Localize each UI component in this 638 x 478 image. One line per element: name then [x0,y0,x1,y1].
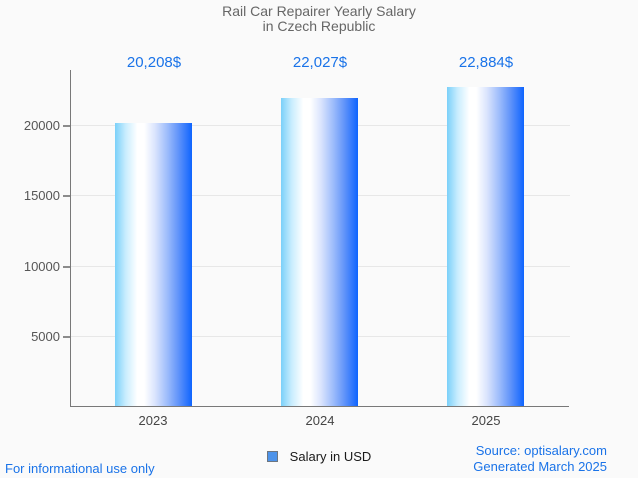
value-label-2023: 20,208$ [126,54,182,71]
source-link[interactable]: Source: optisalary.com [475,443,607,458]
disclaimer-text: For informational use only [5,461,155,476]
chart-title: Rail Car Repairer Yearly Salary in Czech… [0,4,638,34]
footer-source-block: Source: optisalary.com Generated March 2… [473,443,607,474]
bar-2025[interactable] [447,87,524,406]
legend-label: Salary in USD [289,449,372,464]
y-axis-label-15000: 15000 [23,188,60,203]
y-axis-label-10000: 10000 [23,259,60,274]
y-tick-mark-15000 [63,195,70,197]
y-tick-mark-20000 [63,125,70,127]
x-axis-label-2024: 2024 [305,413,335,428]
bar-2024[interactable] [281,98,358,406]
value-label-2024: 22,027$ [292,54,348,71]
value-label-2025: 22,884$ [458,54,514,71]
y-axis-label-20000: 20000 [23,118,60,133]
chart-title-line-1: Rail Car Repairer Yearly Salary [222,3,416,19]
legend-swatch-icon [266,451,278,462]
x-axis-label-2025: 2025 [471,413,501,428]
generated-date: Generated March 2025 [473,458,607,474]
y-tick-mark-5000 [63,336,70,338]
legend[interactable]: Salary in USD [0,449,638,464]
chart-title-line-2: in Czech Republic [262,18,376,34]
y-tick-mark-10000 [63,266,70,268]
x-axis-label-2023: 2023 [138,413,168,428]
bar-2023[interactable] [115,123,192,406]
y-axis-label-5000: 5000 [31,329,60,344]
